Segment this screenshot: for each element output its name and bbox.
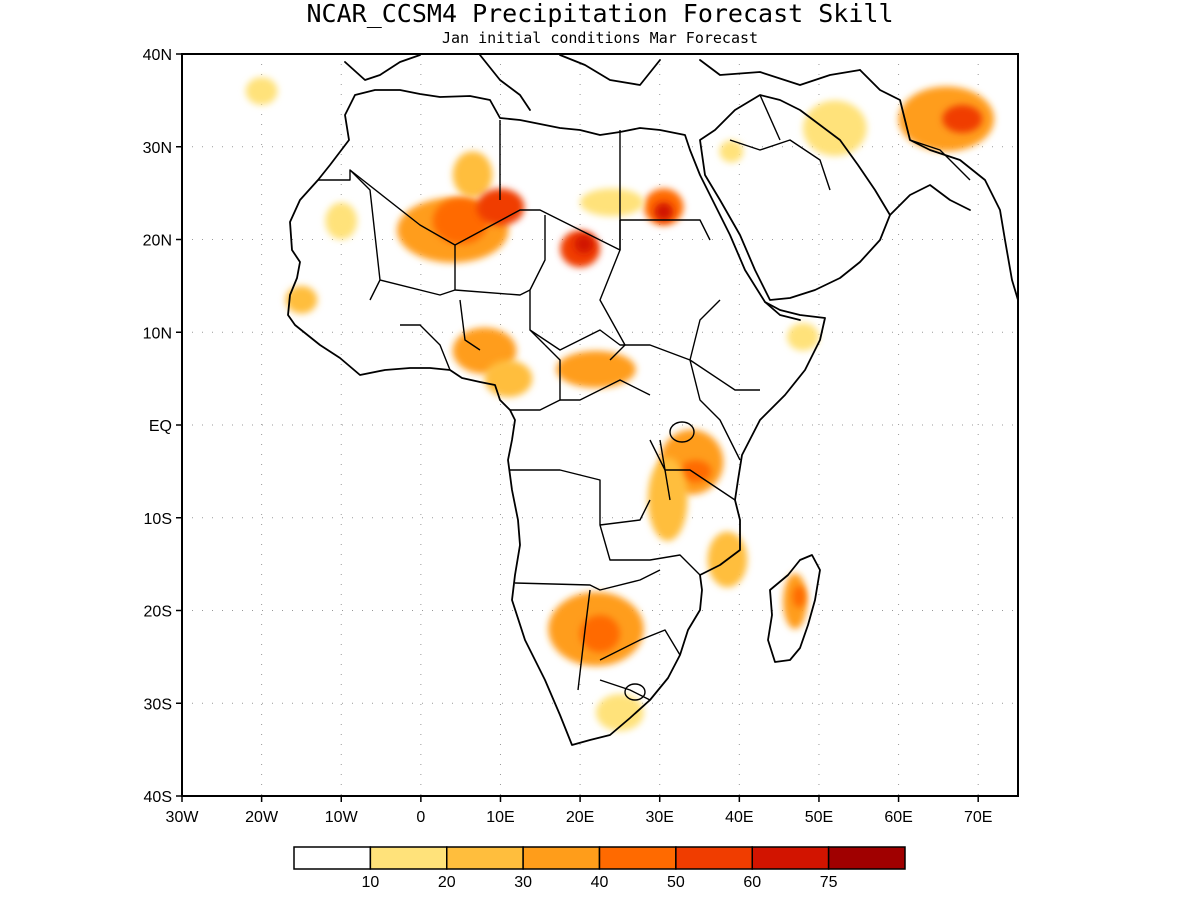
colorbar-label: 60 [743,874,761,891]
lon-tick-label: 0 [416,809,425,826]
skill-region [654,202,674,221]
skill-region [647,457,688,541]
lon-tick-label: 30W [166,809,200,826]
skill-region [787,322,819,351]
lat-tick-label: 10N [143,325,172,342]
axis-ticks [176,53,979,802]
colorbar-swatch [827,846,906,870]
colorbar [293,846,906,870]
skill-region [245,77,278,106]
lon-tick-label: 50E [805,809,833,826]
skill-region [574,234,594,254]
skill-region [484,360,533,398]
skill-region [792,585,806,608]
colorbar-label: 50 [667,874,685,891]
subtitle: Jan initial conditions Mar Forecast [442,29,758,47]
colorbar-labels: 10 20 30 40 50 60 75 [361,874,837,891]
lat-tick-label: 30S [144,696,172,713]
colorbar-label: 40 [591,874,609,891]
lat-tick-label: 20N [143,233,172,250]
skill-region [580,188,644,217]
colorbar-swatch [369,846,448,870]
gridlines [182,54,1018,796]
skill-region [452,151,493,198]
skill-region [556,350,636,388]
coastline [287,54,1018,746]
lon-tick-label: 20E [566,809,594,826]
skill-region [285,285,318,314]
page-title: NCAR_CCSM4 Precipitation Forecast Skill [307,0,894,28]
country-borders [318,94,971,701]
colorbar-swatch [751,846,830,870]
lat-tick-label: 40N [143,47,172,64]
lon-tick-label: 40E [725,809,753,826]
lat-tick-label: 10S [144,511,172,528]
colorbar-swatch [598,846,677,870]
skill-region [719,140,744,163]
skill-region [580,615,620,653]
lon-tick-label: 60E [884,809,912,826]
skill-region [803,100,867,157]
skill-region [476,188,525,226]
colorbar-swatch [675,846,753,870]
skill-region [432,197,489,245]
colorbar-swatch [446,846,524,870]
lon-tick-label: 20W [245,809,279,826]
colorbar-swatch [522,846,601,870]
skill-region [942,105,983,133]
lat-tick-label: 40S [144,789,172,806]
colorbar-label: 30 [514,874,532,891]
lon-tick-label: 30E [645,809,673,826]
lat-tick-label: 20S [144,604,172,621]
colorbar-label: 75 [820,874,838,891]
lon-tick-label: 70E [964,809,992,826]
lon-tick-label: 10W [325,809,359,826]
colorbar-label: 20 [438,874,456,891]
colorbar-label: 10 [361,874,379,891]
longitude-labels: 30W 20W 10W 0 10E 20E 30E 40E 50E 60E 70E [166,809,993,826]
lon-tick-label: 10E [486,809,514,826]
skill-shading [245,77,995,732]
skill-region [325,202,358,240]
colorbar-swatch [293,846,372,870]
skill-region [679,460,712,483]
latitude-labels: 40N 30N 20N 10N EQ 10S 20S 30S 40S [143,47,172,806]
lat-tick-label: EQ [149,418,172,435]
lat-tick-label: 30N [143,140,172,157]
skill-region [596,693,644,732]
